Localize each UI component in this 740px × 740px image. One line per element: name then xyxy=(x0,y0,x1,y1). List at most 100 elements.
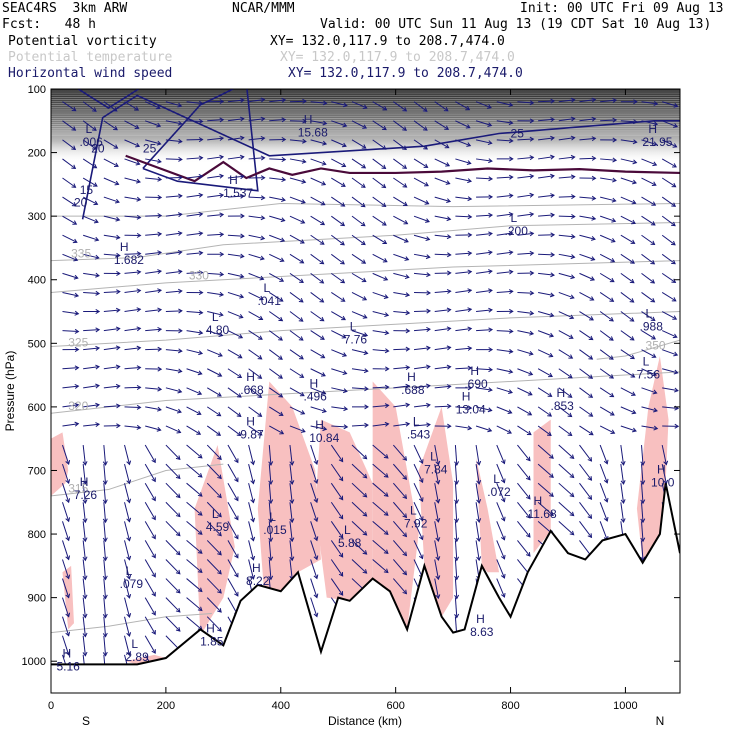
wind-vector-head xyxy=(136,251,142,257)
extremum-marker: H xyxy=(62,647,71,661)
wind-vector-head xyxy=(95,309,101,314)
wind-vector xyxy=(392,444,407,461)
wind-vector-head xyxy=(384,312,390,318)
wind-vector-head xyxy=(82,575,88,581)
wind-vector-head xyxy=(569,492,575,498)
wind-vector xyxy=(310,120,327,125)
wind-vector-head xyxy=(216,431,222,436)
wind-vector-head xyxy=(547,392,553,397)
wind-vector xyxy=(186,157,203,160)
wind-vector-head xyxy=(112,107,118,112)
wind-vector-head xyxy=(197,390,203,396)
wind-vector-head xyxy=(587,533,593,539)
extremum-value: 4.59 xyxy=(206,520,230,534)
wind-vector xyxy=(103,234,120,239)
wind-vector-head xyxy=(178,156,183,162)
wind-vector xyxy=(206,520,222,537)
wind-vector-head xyxy=(74,421,80,427)
extremum-marker: L xyxy=(511,211,518,225)
wind-vector-head xyxy=(114,180,120,186)
wind-vector-head xyxy=(82,556,88,562)
wind-vector-head xyxy=(651,353,657,358)
wind-vector-head xyxy=(591,195,597,201)
wind-vector-head xyxy=(591,116,597,122)
field-xy-wind: XY= 132.0,117.9 to 208.7,474.0 xyxy=(288,66,523,81)
wind-vector-head xyxy=(446,252,452,258)
wind-vector-head xyxy=(444,143,450,149)
wind-vector-head xyxy=(487,407,493,413)
wind-vector-head xyxy=(591,175,597,181)
wind-vector xyxy=(145,120,161,127)
wind-vector-head xyxy=(281,137,287,143)
wind-vector-head xyxy=(426,422,431,428)
wind-vector-head xyxy=(640,461,646,466)
wind-vector-head xyxy=(102,499,108,505)
wind-vector-head xyxy=(300,410,306,415)
wind-vector xyxy=(331,139,347,147)
wind-vector-head xyxy=(114,198,120,204)
wind-vector xyxy=(124,139,140,147)
wind-vector-head xyxy=(319,316,325,322)
wind-vector xyxy=(661,158,677,168)
extremum-value: 2.89 xyxy=(125,650,149,664)
wind-vector xyxy=(103,444,107,466)
wind-vector-head xyxy=(151,591,156,597)
wind-vector xyxy=(434,101,449,112)
wind-vector-head xyxy=(652,389,658,395)
wind-vector-head xyxy=(279,277,285,282)
wind-vector xyxy=(434,405,451,408)
wind-vector-head xyxy=(446,345,452,351)
extremum-value: 9.87 xyxy=(240,428,264,442)
wind-vector-head xyxy=(301,158,307,164)
wind-vector-head xyxy=(113,125,118,131)
wind-vector xyxy=(434,290,451,293)
wind-vector xyxy=(351,368,368,372)
wind-vector-head xyxy=(240,213,245,219)
extremum-marker: H xyxy=(80,475,89,489)
wind-vector xyxy=(165,520,181,536)
wind-vector-head xyxy=(151,649,156,654)
wind-vector-head xyxy=(175,588,181,594)
wind-vector xyxy=(620,425,637,432)
wind-vector xyxy=(227,578,239,597)
wind-vector-head xyxy=(508,369,514,374)
wind-vector xyxy=(227,137,244,141)
wind-vector xyxy=(145,309,162,313)
wind-vector xyxy=(165,349,182,352)
wind-vector-head xyxy=(507,409,513,414)
wind-vector xyxy=(392,559,407,575)
wind-vector-head xyxy=(500,459,506,465)
extremum-marker: H xyxy=(315,418,324,432)
wind-vector xyxy=(351,177,366,188)
x-tick-label: 1000 xyxy=(613,700,637,712)
wind-vector xyxy=(413,385,430,389)
wind-vector-head xyxy=(529,118,535,124)
wind-vector xyxy=(558,387,573,398)
wind-vector xyxy=(103,158,119,167)
wind-vector-head xyxy=(568,334,574,339)
wind-vector xyxy=(351,253,366,264)
wind-vector-head xyxy=(651,181,657,186)
wind-vector xyxy=(82,559,86,580)
y-axis-label: Pressure (hPa) xyxy=(3,351,17,432)
wind-vector xyxy=(579,463,592,481)
wind-vector xyxy=(206,406,221,417)
wind-vector-head xyxy=(500,554,506,560)
wind-vector xyxy=(641,368,657,376)
wind-vector xyxy=(289,387,305,397)
wind-vector-head xyxy=(488,176,494,182)
wind-vector-head xyxy=(95,364,100,370)
wind-vector-head xyxy=(632,179,637,185)
wind-vector xyxy=(558,406,572,417)
wind-vector-head xyxy=(177,388,183,394)
wind-vector-head xyxy=(136,269,142,275)
wind-vector-head xyxy=(134,124,140,129)
wind-vector-head xyxy=(444,125,450,130)
wind-vector-head xyxy=(151,515,156,521)
wind-vector-head xyxy=(360,240,366,246)
wind-vector xyxy=(662,406,679,409)
wind-vector xyxy=(165,616,181,632)
wind-vector xyxy=(310,215,325,225)
wind-vector xyxy=(413,120,428,131)
wind-vector-head xyxy=(237,373,243,379)
